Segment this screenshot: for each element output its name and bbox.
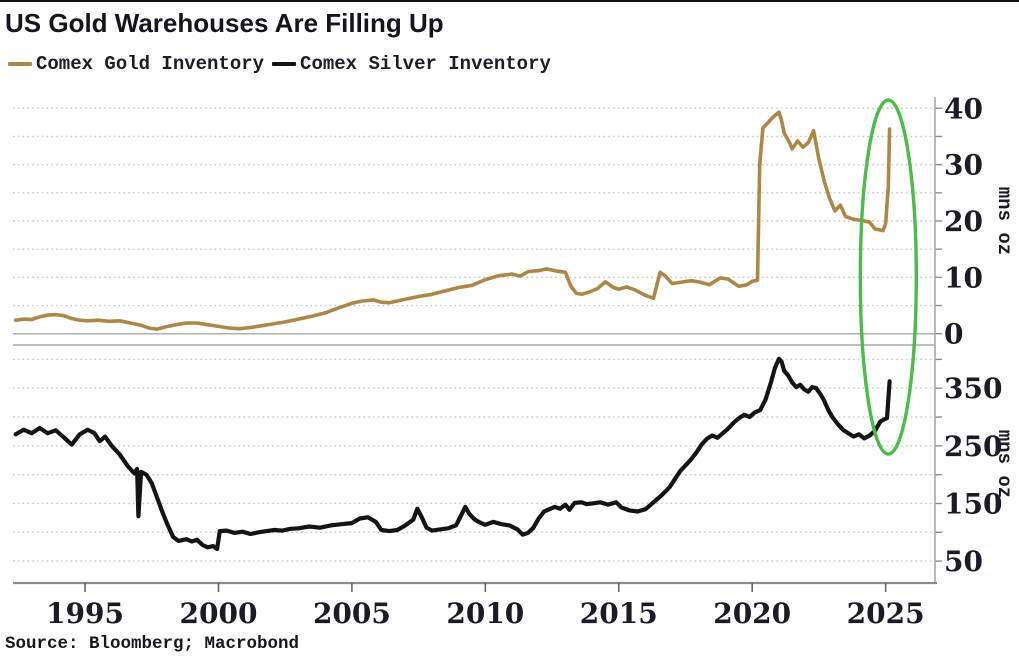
y-axis-label: 20 <box>944 205 983 238</box>
x-axis-label: 2025 <box>847 597 925 630</box>
y-axis-label: 250 <box>944 430 1002 463</box>
legend-item-silver: Comex Silver Inventory <box>272 53 551 75</box>
x-axis-label: 1995 <box>46 597 124 630</box>
y-axis-label: 10 <box>944 261 983 294</box>
x-axis-label: 2020 <box>713 597 791 630</box>
y-axis-label: 0 <box>944 318 963 351</box>
y-axis-unit-label: mns oz <box>993 187 1015 255</box>
x-axis-label: 2000 <box>180 597 258 630</box>
legend-label-gold: Comex Gold Inventory <box>36 53 265 75</box>
y-axis-label: 30 <box>944 149 983 182</box>
top-border-line <box>0 0 1019 2</box>
x-axis-label: 2005 <box>313 597 391 630</box>
y-axis-label: 350 <box>944 372 1002 405</box>
gold-inventory-line <box>13 110 892 332</box>
x-axis-label: 2010 <box>446 597 524 630</box>
page-title: US Gold Warehouses Are Filling Up <box>5 8 444 38</box>
highlight-ellipse <box>858 98 918 456</box>
y-axis-label: 150 <box>944 487 1002 520</box>
silver-line-swatch <box>272 62 297 66</box>
gold-line-swatch <box>8 62 32 66</box>
y-axis-unit-label: mns oz <box>993 430 1015 498</box>
source-text: Source: Bloomberg; Macrobond <box>5 634 300 654</box>
chart-legend: Comex Gold Inventory Comex Silver Invent… <box>8 53 551 75</box>
legend-item-gold: Comex Gold Inventory <box>8 53 264 75</box>
x-axis-label: 2015 <box>580 597 658 630</box>
legend-label-silver: Comex Silver Inventory <box>300 53 551 75</box>
silver-inventory-line <box>13 356 892 552</box>
y-axis-label: 50 <box>944 545 983 578</box>
y-axis-label: 40 <box>944 92 983 125</box>
